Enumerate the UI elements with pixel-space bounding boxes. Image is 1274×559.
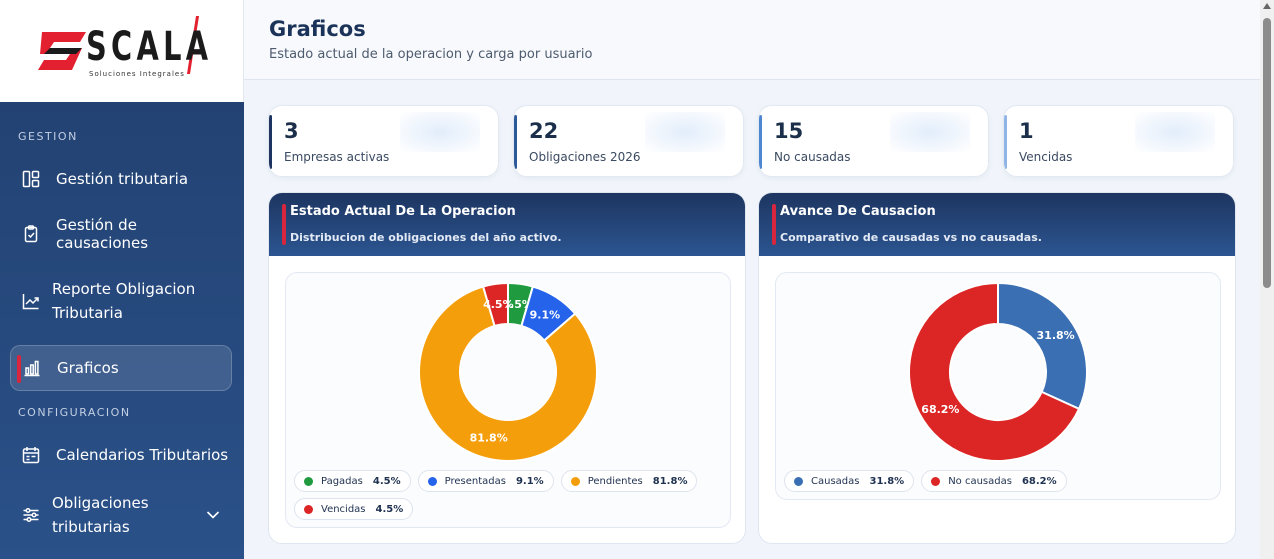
sidebar-item-label: Gestión de causaciones [56, 216, 149, 252]
donut-slice-causadas[interactable] [997, 281, 1088, 411]
slice-data-label: 4.5% [502, 298, 533, 311]
sidebar-item-gestion-causaciones[interactable]: Gestión de causaciones [10, 211, 232, 257]
legend-value: 81.8% [652, 475, 688, 487]
legend-dot-icon [304, 476, 313, 486]
donut-slice-vencidas[interactable] [481, 281, 509, 328]
card-title: Avance De Causacion [780, 204, 936, 219]
logo[interactable]: SCALA Soluciones Integrales [0, 0, 244, 102]
sidebar: SCALA Soluciones Integrales GESTION Gest… [0, 0, 244, 559]
sidebar-item-graficos[interactable]: Graficos [10, 345, 232, 391]
legend-value: 9.1% [515, 475, 544, 487]
scroll-up-arrow-icon[interactable] [1263, 3, 1271, 9]
sidebar-item-label: Obligaciones tributarias [52, 494, 149, 536]
legend-label: Pagadas [321, 475, 363, 487]
card-header: Avance De Causacion Comparativo de causa… [759, 193, 1235, 256]
stat-value: 1 [1019, 119, 1034, 143]
main-content: Graficos Estado actual de la operacion y… [244, 0, 1260, 559]
legend-item-presentadas[interactable]: Presentadas 9.1% [417, 470, 554, 492]
sidebar-item-label: Graficos [57, 359, 119, 377]
legend-value: 68.2% [1021, 475, 1057, 487]
calendar-icon [20, 444, 42, 466]
scrollbar-thumb[interactable] [1263, 18, 1271, 288]
card-subtitle: Comparativo de causadas vs no causadas. [780, 231, 1042, 244]
chart-card-estado: Estado Actual De La Operacion Distribuci… [268, 192, 746, 544]
legend-item-pendientes[interactable]: Pendientes 81.8% [560, 470, 698, 492]
slice-data-label: 31.8% [1037, 329, 1075, 342]
legend-label: Vencidas [321, 503, 366, 515]
legend-value: 4.5% [372, 475, 401, 487]
legend-item-vencidas[interactable]: Vencidas 4.5% [294, 498, 414, 520]
stat-value: 15 [774, 119, 804, 143]
page-title: Graficos [269, 17, 366, 41]
chart-card-causacion: Avance De Causacion Comparativo de causa… [758, 192, 1236, 544]
stat-label: Vencidas [1019, 150, 1073, 164]
section-label-configuracion: CONFIGURACION [18, 406, 131, 419]
stat-value: 22 [529, 119, 559, 143]
legend-label: Causadas [811, 475, 860, 487]
page-subtitle: Estado actual de la operacion y carga po… [269, 47, 593, 62]
chevron-down-icon[interactable] [206, 506, 220, 524]
page-scrollbar[interactable] [1260, 0, 1274, 559]
legend-dot-icon [794, 476, 803, 486]
legend-value: 31.8% [869, 475, 905, 487]
chart-legend: Causadas 31.8% No causadas 68.2% [784, 470, 1204, 492]
legend-dot-icon [427, 476, 437, 486]
stat-value: 3 [284, 119, 299, 143]
legend-value: 4.5% [375, 503, 404, 515]
sidebar-item-label: Reporte Obligacion Tributaria [52, 280, 196, 322]
legend-dot-icon [570, 476, 580, 486]
stat-label: Empresas activas [284, 150, 390, 164]
slice-data-label: 68.2% [921, 403, 959, 416]
page-header: Graficos Estado actual de la operacion y… [244, 0, 1260, 80]
legend-item-no-causadas[interactable]: No causadas 68.2% [921, 470, 1067, 492]
legend-dot-icon [931, 476, 941, 486]
stat-accent-bar [1004, 115, 1007, 169]
sidebar-item-obligaciones[interactable]: Obligaciones tributarias [10, 486, 232, 544]
donut-chart-estado[interactable]: 4.5%9.1%81.8%4.5% [286, 273, 732, 465]
sidebar-item-reporte-obligacion[interactable]: Reporte Obligacion Tributaria [10, 272, 232, 330]
sliders-icon [20, 504, 42, 526]
donut-slice-no-causadas[interactable] [908, 281, 1081, 462]
donut-slice-pendientes[interactable] [418, 285, 598, 462]
legend-label: Presentadas [444, 475, 506, 487]
bar-chart-icon [21, 357, 43, 379]
stat-label: No causadas [774, 150, 851, 164]
trend-chart-icon [20, 290, 42, 312]
legend-item-pagadas[interactable]: Pagadas 4.5% [294, 470, 411, 492]
stat-accent-bar [269, 115, 272, 169]
stat-card-vencidas: 1 Vencidas [1003, 105, 1234, 177]
dashboard-icon [20, 168, 42, 190]
slice-data-label: 9.1% [530, 308, 561, 321]
legend-dot-icon [304, 504, 313, 514]
logo-mark-icon [38, 32, 86, 70]
legend-label: No causadas [948, 475, 1012, 487]
sidebar-item-gestion-tributaria[interactable]: Gestión tributaria [10, 156, 232, 202]
stat-accent-bar [514, 115, 517, 169]
stat-label: Obligaciones 2026 [529, 150, 641, 164]
stat-card-empresas: 3 Empresas activas [268, 105, 499, 177]
slice-data-label: 4.5% [483, 298, 514, 311]
logo-subtitle: Soluciones Integrales [89, 70, 185, 78]
stat-card-obligaciones: 22 Obligaciones 2026 [513, 105, 744, 177]
chart-panel: 4.5% 9.1% 81.8% 4.5% Pagadas 4.5% Presentadas… [285, 272, 731, 528]
chart-legend: Pagadas 4.5% Presentadas 9.1% Pendientes 81.8… [294, 470, 714, 520]
legend-label: Pendientes [587, 475, 643, 487]
legend-item-causadas[interactable]: Causadas 31.8% [784, 470, 915, 492]
slice-data-label: 81.8% [470, 432, 508, 445]
logo-text: SCALA [86, 24, 213, 70]
sidebar-item-calendarios[interactable]: Calendarios Tributarios [10, 432, 232, 478]
stat-accent-bar [759, 115, 762, 169]
card-title: Estado Actual De La Operacion [290, 204, 516, 219]
logo-slash-icon [187, 16, 199, 74]
sidebar-item-label: Calendarios Tributarios [56, 446, 229, 464]
card-header: Estado Actual De La Operacion Distribuci… [269, 193, 745, 256]
chart-panel: 31.8% 68.2% Causadas 31.8% No causadas 68.2% [775, 272, 1221, 500]
section-label-gestion: GESTION [18, 130, 78, 143]
sidebar-item-label: Gestión tributaria [56, 170, 189, 188]
card-subtitle: Distribucion de obligaciones del año act… [290, 231, 562, 244]
stat-card-no-causadas: 15 No causadas [758, 105, 989, 177]
donut-chart-causacion[interactable]: 31.8% 68.2% [776, 273, 1222, 465]
clipboard-check-icon [20, 223, 42, 245]
